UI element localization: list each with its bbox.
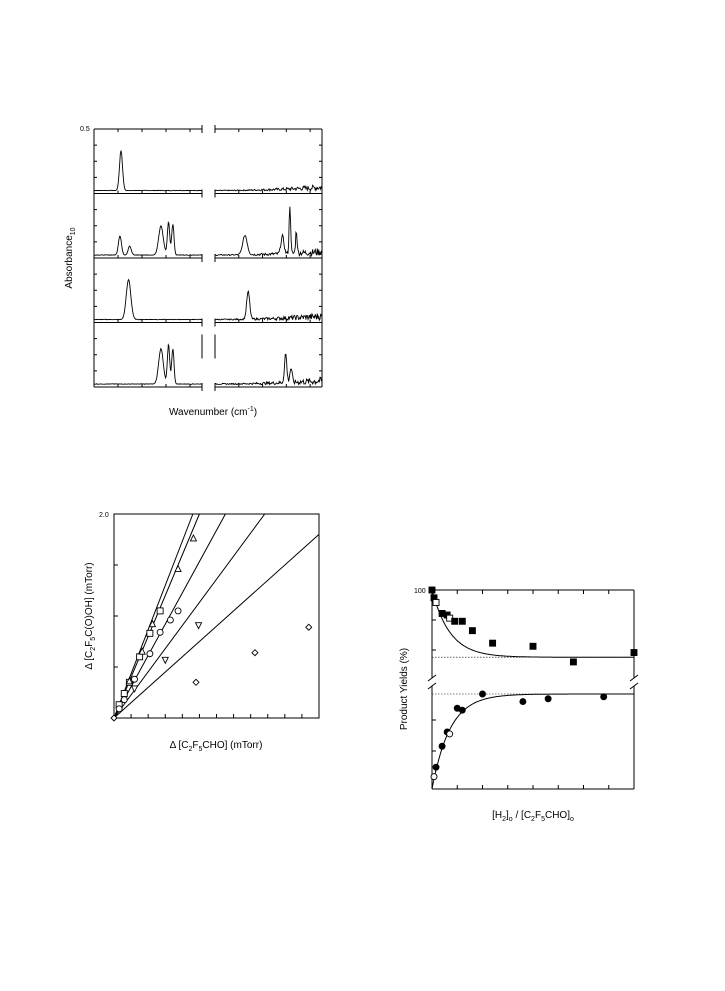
acid-vs-aldehyde-figure: 2.0 Δ [C2F5C(O)OH] (mTorr) Δ [C2F5CHO] (…	[84, 512, 320, 753]
plot3-marker-filled-circle	[438, 742, 446, 750]
plot3-marker-open-circle	[430, 773, 438, 781]
plot2-marker-triangle-up	[125, 676, 134, 685]
plot3-ylabel: Product Yields (%)	[399, 648, 410, 730]
plot2-marker-square	[146, 629, 154, 637]
product-yields-figure: 100 Product Yields (%) [H2]o / [C2F5CHO]…	[399, 586, 639, 823]
ir-spectrum-line	[214, 184, 323, 192]
ir-spectrum-line	[215, 206, 323, 258]
plot2-marker-circle	[120, 696, 128, 704]
ir-xlabel: Wavenumber (cm-1)	[169, 406, 257, 418]
plot2-marker-diamond	[305, 623, 313, 631]
plot3-marker-open-square	[432, 599, 440, 606]
plot2-marker-triangle-down	[161, 656, 169, 665]
plot2-fit-line	[113, 513, 266, 719]
plot2-marker-triangle-up	[174, 564, 182, 573]
plot3-marker-filled-circle	[479, 690, 486, 698]
plot2-marker-circle	[115, 705, 123, 713]
plot2-fit-line	[113, 513, 226, 719]
ir-spectrum-line	[93, 343, 202, 385]
plot3-marker-filled-square	[529, 642, 537, 650]
plot2-marker-circle	[156, 628, 164, 636]
plot2-frame	[113, 513, 320, 719]
ir-spectrum-line	[93, 278, 203, 321]
ir-spectrum-traces	[93, 150, 323, 386]
plot3-break-mark	[629, 682, 639, 690]
plot2-marker-triangle-down	[130, 685, 139, 693]
plot2-xlabel: Δ [C2F5CHO] (mTorr)	[170, 740, 263, 753]
plot3-marker-filled-circle	[544, 695, 552, 703]
plot2-marker-square	[156, 607, 164, 615]
plot3-marker-filled-square	[451, 617, 459, 625]
plot2-fit-line	[113, 513, 194, 719]
plot2-fit-lines	[113, 513, 320, 719]
plot2-marker-circle	[146, 650, 154, 658]
plot3-marker-filled-circle	[458, 706, 466, 714]
plot2-ytick-top: 2.0	[99, 512, 109, 519]
plot3-marker-filled-square	[630, 649, 638, 656]
plot3-marker-filled-circle	[432, 763, 440, 771]
ir-ylabel: Absorbance10	[64, 227, 77, 288]
plot2-marker-diamond	[110, 714, 118, 722]
plot2-marker-triangle-up	[148, 619, 157, 628]
plot2-ticks	[114, 564, 303, 718]
plot2-marker-diamond	[192, 678, 200, 686]
ir-spectrum-line	[93, 221, 203, 256]
plot3-frame	[427, 589, 639, 790]
plot3-xlabel: [H2]o / [C2F5CHO]o	[492, 810, 574, 823]
ir-ytick-top: 0.5	[80, 126, 90, 133]
plot2-marker-square	[136, 653, 144, 661]
plot2-marker-triangle-up	[138, 647, 146, 655]
plot3-marker-filled-square	[489, 639, 497, 647]
plot3-break-mark	[629, 674, 639, 682]
plot2-marker-circle	[131, 675, 138, 683]
plot3-ytick-top: 100	[414, 588, 426, 595]
ir-spectrum-line	[94, 150, 203, 192]
plot3-marker-filled-circle	[519, 698, 527, 706]
ir-spectrum-line	[214, 353, 323, 386]
plot2-marker-diamond	[251, 649, 259, 657]
plot2-ylabel: Δ [C2F5C(O)OH] (mTorr)	[84, 562, 97, 669]
plot2-fit-line	[113, 534, 320, 719]
plot2-markers	[110, 533, 313, 722]
plot2-marker-triangle-down	[194, 622, 203, 630]
ir-spectra-figure: 0.5 Absorbance10 Wavenumber (cm-1)	[64, 125, 323, 418]
plot3-fit-curves	[431, 589, 634, 790]
plot3-markers	[428, 586, 638, 781]
plot3-marker-filled-square	[569, 658, 577, 666]
plot3-break-mark	[427, 682, 437, 690]
plot2-marker-circle	[174, 607, 182, 615]
plot3-marker-filled-square	[458, 617, 466, 625]
plot2-marker-triangle-up	[189, 533, 198, 542]
plot3-marker-filled-circle	[600, 693, 608, 701]
plot3-marker-filled-square	[428, 586, 436, 594]
plot3-marker-filled-square	[468, 627, 476, 635]
ir-spectrum-line	[215, 289, 323, 322]
plot2-fit-line	[113, 513, 200, 719]
plot3-break-mark	[427, 674, 437, 682]
plot2-marker-square	[120, 690, 128, 697]
plot3-marker-open-circle	[446, 730, 454, 738]
plot2-marker-circle	[166, 616, 174, 624]
ir-panel-frames	[93, 125, 323, 391]
